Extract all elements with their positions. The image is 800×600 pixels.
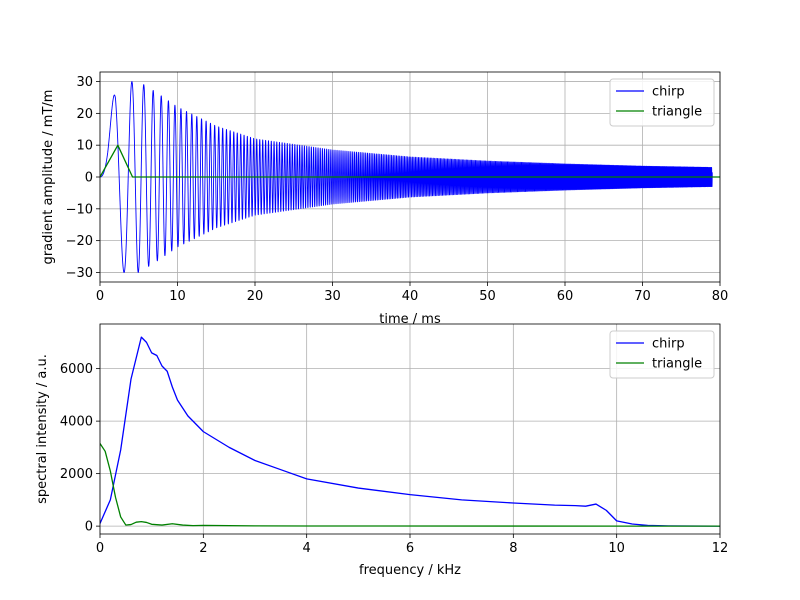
frequency-plot-xlabel: frequency / kHz [359, 563, 461, 578]
frequency-legend-triangle-label: triangle [652, 357, 702, 372]
time-ytick-label: 0 [85, 171, 93, 186]
time-ytick-label: −30 [66, 266, 93, 281]
frequency-plot-ylabel: spectral intensity / a.u. [35, 354, 50, 504]
frequency-series-triangle-line [100, 443, 720, 527]
time-plot-xlabel: time / ms [379, 312, 441, 327]
time-legend-chirp-label: chirp [652, 85, 685, 100]
frequency-xtick-label: 2 [199, 541, 207, 556]
frequency-legend-chirp-label: chirp [652, 337, 685, 352]
frequency-ytick-label: 4000 [60, 415, 93, 430]
time-series-triangle-line [100, 144, 720, 178]
time-plot-ticks: 0 10 20 30 40 50 60 70 80 −30 −20 −10 0 10 20 30 [66, 75, 729, 304]
time-ytick-label: 30 [76, 75, 93, 90]
time-xtick-label: 0 [96, 289, 104, 304]
frequency-plot-legend: chirp triangle [609, 330, 715, 379]
time-plot-series [100, 81, 720, 273]
time-xtick-label: 80 [712, 289, 729, 304]
frequency-ytick-label: 2000 [60, 467, 93, 482]
time-xtick-label: 30 [324, 289, 341, 304]
time-xtick-label: 70 [634, 289, 651, 304]
time-legend-triangle-label: triangle [652, 105, 702, 120]
time-ytick-label: −20 [66, 234, 93, 249]
time-domain-plot: 0 10 20 30 40 50 60 70 80 −30 −20 −10 0 10 20 30 time /… [41, 71, 729, 327]
frequency-plot-series [100, 336, 720, 527]
time-xtick-label: 50 [479, 289, 496, 304]
time-ytick-label: 10 [76, 139, 93, 154]
frequency-ytick-label: 0 [85, 520, 93, 535]
time-xtick-label: 40 [402, 289, 419, 304]
frequency-domain-plot: 0 2 4 6 8 10 12 0 2000 4000 6000 frequency / kHz s… [35, 323, 728, 578]
frequency-series-chirp-line [100, 336, 720, 527]
time-ytick-label: 20 [76, 107, 93, 122]
time-xtick-label: 20 [247, 289, 264, 304]
frequency-xtick-label: 12 [712, 541, 729, 556]
frequency-ytick-label: 6000 [60, 362, 93, 377]
time-ytick-label: −10 [66, 202, 93, 217]
frequency-xtick-label: 8 [509, 541, 517, 556]
frequency-xtick-label: 4 [303, 541, 311, 556]
time-xtick-label: 10 [169, 289, 186, 304]
frequency-plot-ticks: 0 2 4 6 8 10 12 0 2000 4000 6000 [60, 362, 728, 556]
time-xtick-label: 60 [557, 289, 574, 304]
time-plot-ylabel: gradient amplitude / mT/m [41, 90, 56, 265]
time-series-chirp-line [100, 81, 720, 273]
time-plot-legend: chirp triangle [609, 78, 715, 127]
frequency-xtick-label: 10 [608, 541, 625, 556]
frequency-xtick-label: 6 [406, 541, 414, 556]
frequency-xtick-label: 0 [96, 541, 104, 556]
